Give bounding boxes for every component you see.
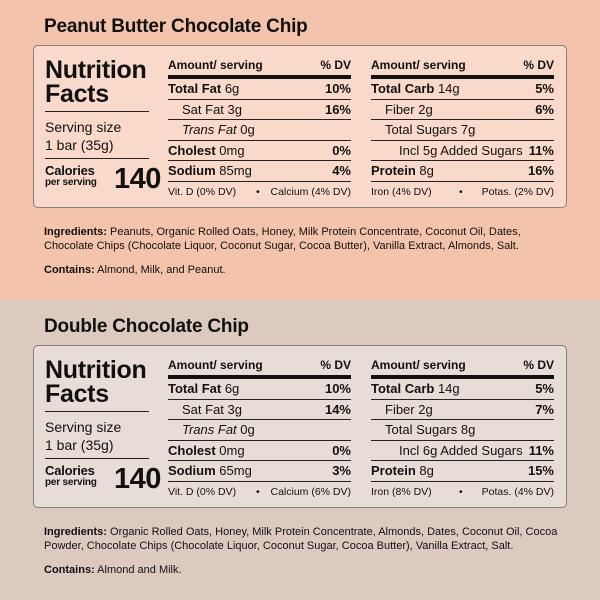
calories-value: 140 — [114, 163, 161, 195]
calories-label: Calories per serving — [45, 463, 97, 488]
divider — [45, 458, 149, 459]
divider — [45, 158, 149, 159]
nutrient-row-cholesterol: Cholest 0mg 0% — [168, 441, 351, 461]
nutrient-row-trans-fat: Trans Fat 0g — [168, 420, 351, 441]
nutrient-column-right: Amount/ serving % DV Total Carb 14g 5% F… — [371, 358, 554, 502]
mineral-row: Iron (8% DV) • Potas. (4% DV) — [371, 485, 554, 498]
nutrient-row-total-carb: Total Carb 14g 5% — [371, 79, 554, 100]
column-header: Amount/ serving % DV — [168, 358, 351, 372]
serving-size: Serving size 1 bar (35g) — [45, 119, 122, 153]
nutrient-row-total-fat: Total Fat 6g 10% — [168, 79, 351, 100]
product-section-peanut-butter: Peanut Butter Chocolate Chip Nutrition F… — [0, 0, 600, 300]
thick-rule — [168, 375, 351, 379]
nutrient-row-sat-fat: Sat Fat 3g 14% — [168, 400, 351, 420]
nutrient-column-right: Amount/ serving % DV Total Carb 14g 5% F… — [371, 58, 554, 202]
nutrient-column-left: Amount/ serving % DV Total Fat 6g 10% Sa… — [168, 358, 351, 502]
product-section-double-chocolate: Double Chocolate Chip Nutrition Facts Se… — [0, 300, 600, 600]
nutrition-facts-panel: Nutrition Facts Serving size 1 bar (35g)… — [33, 45, 567, 208]
nutrient-row-total-sugars: Total Sugars 8g — [371, 420, 554, 441]
nutrient-row-cholesterol: Cholest 0mg 0% — [168, 141, 351, 161]
divider — [45, 411, 149, 412]
column-header: Amount/ serving % DV — [168, 58, 351, 72]
nutrient-row-total-carb: Total Carb 14g 5% — [371, 379, 554, 400]
allergen-contains-text: Contains: Almond, Milk, and Peanut. — [44, 264, 226, 276]
vitamin-row: Vit. D (0% DV) • Calcium (4% DV) — [168, 185, 351, 198]
ingredients-text: Ingredients: Peanuts, Organic Rolled Oat… — [44, 226, 521, 252]
divider — [45, 111, 149, 112]
allergen-contains-text: Contains: Almond and Milk. — [44, 564, 182, 576]
serving-size: Serving size 1 bar (35g) — [45, 419, 122, 453]
nutrient-row-sodium: Sodium 65mg 3% — [168, 461, 351, 482]
column-header: Amount/ serving % DV — [371, 358, 554, 372]
nutrition-facts-heading: Nutrition Facts — [45, 356, 147, 408]
nutrient-row-sat-fat: Sat Fat 3g 16% — [168, 100, 351, 120]
thick-rule — [371, 75, 554, 79]
nutrient-row-trans-fat: Trans Fat 0g — [168, 120, 351, 141]
nutrition-facts-heading: Nutrition Facts — [45, 56, 147, 108]
nutrient-row-total-fat: Total Fat 6g 10% — [168, 379, 351, 400]
nutrition-facts-panel: Nutrition Facts Serving size 1 bar (35g)… — [33, 345, 567, 508]
nutrient-row-fiber: Fiber 2g 7% — [371, 400, 554, 420]
vitamin-row: Vit. D (0% DV) • Calcium (6% DV) — [168, 485, 351, 498]
nutrient-row-protein: Protein 8g 16% — [371, 161, 554, 182]
nutrient-row-sodium: Sodium 85mg 4% — [168, 161, 351, 182]
calories-value: 140 — [114, 463, 161, 495]
calories-label: Calories per serving — [45, 163, 97, 188]
thick-rule — [371, 375, 554, 379]
nutrient-column-left: Amount/ serving % DV Total Fat 6g 10% Sa… — [168, 58, 351, 202]
nutrient-row-total-sugars: Total Sugars 7g — [371, 120, 554, 141]
product-title: Peanut Butter Chocolate Chip — [44, 16, 308, 37]
column-header: Amount/ serving % DV — [371, 58, 554, 72]
nutrient-row-protein: Protein 8g 15% — [371, 461, 554, 482]
ingredients-text: Ingredients: Organic Rolled Oats, Honey,… — [44, 526, 558, 552]
nutrient-row-fiber: Fiber 2g 6% — [371, 100, 554, 120]
nutrient-row-added-sugars: Incl 5g Added Sugars 11% — [371, 141, 554, 161]
nutrient-row-added-sugars: Incl 6g Added Sugars 11% — [371, 441, 554, 461]
thick-rule — [168, 75, 351, 79]
mineral-row: Iron (4% DV) • Potas. (2% DV) — [371, 185, 554, 198]
product-title: Double Chocolate Chip — [44, 316, 249, 337]
